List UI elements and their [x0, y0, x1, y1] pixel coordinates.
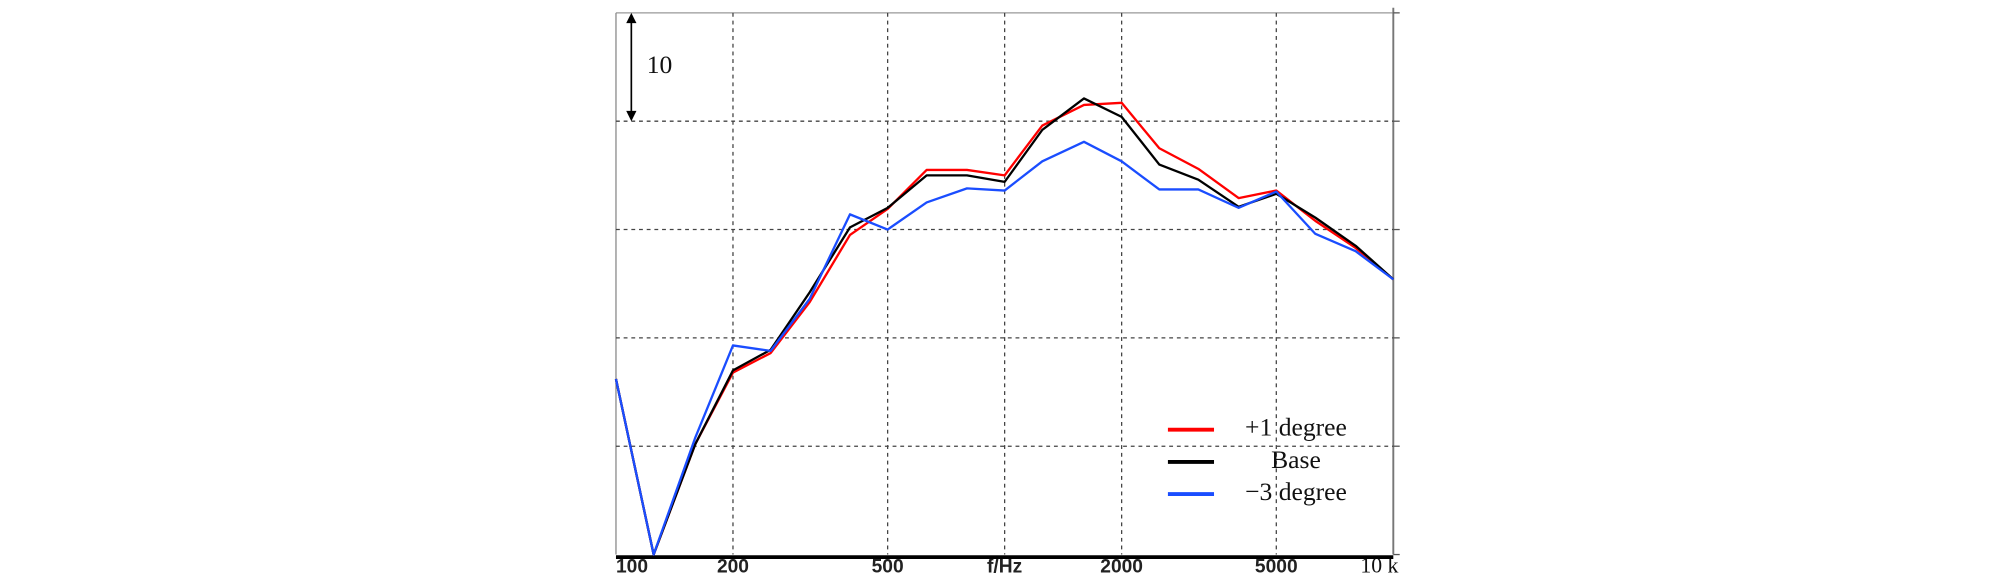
x-tick-label: 500 [872, 556, 904, 577]
x-tick-label: 2000 [1100, 556, 1143, 577]
scale-label: 10 [647, 50, 673, 79]
legend-label: +1 degree [1245, 413, 1347, 442]
x-tick-label: 5000 [1255, 556, 1298, 577]
arrow-head [626, 110, 637, 122]
series-line [614, 140, 1394, 556]
x-tick-label: 200 [717, 556, 749, 577]
legend-label: −3 degree [1245, 477, 1347, 506]
x-tick-label: 100 [616, 556, 648, 577]
series-line [614, 101, 1395, 556]
legend-label: Base [1271, 445, 1321, 474]
x-tick-label: f/Hz [987, 556, 1022, 577]
arrow-head [626, 12, 637, 24]
